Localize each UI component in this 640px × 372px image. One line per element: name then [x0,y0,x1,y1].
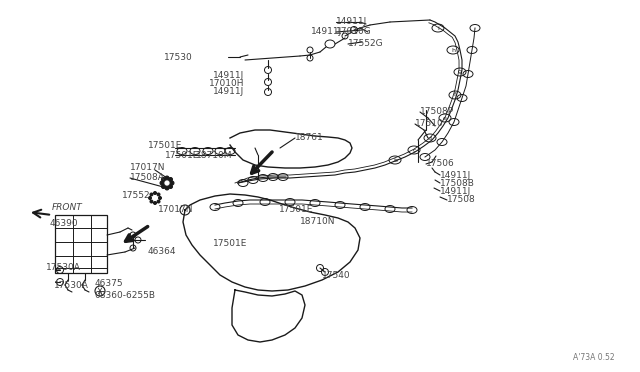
Text: 14911J: 14911J [311,28,342,36]
Circle shape [150,193,153,196]
Text: e: e [443,115,447,121]
Circle shape [168,185,173,189]
Text: 14911J: 14911J [212,87,244,96]
Circle shape [165,176,169,180]
Text: 17510: 17510 [415,119,444,128]
Text: 17508P: 17508P [420,108,454,116]
Circle shape [157,193,160,196]
Circle shape [170,181,174,185]
Text: 17017N: 17017N [158,205,193,215]
Circle shape [154,202,157,205]
Text: b: b [393,157,397,163]
Circle shape [161,177,166,182]
Text: 17552G: 17552G [348,39,383,48]
Text: 17508: 17508 [447,196,476,205]
Circle shape [161,185,166,189]
Text: 18710N: 18710N [300,217,335,225]
Circle shape [154,192,157,195]
Circle shape [168,177,173,182]
Text: 46390: 46390 [50,218,79,228]
Text: 08360-6255B: 08360-6255B [94,291,155,299]
Text: 17552: 17552 [122,192,150,201]
Circle shape [148,196,152,199]
Text: 14911J: 14911J [212,71,244,80]
Text: 17010G: 17010G [336,28,372,36]
Text: 14911J: 14911J [440,186,471,196]
Text: 17506: 17506 [426,160,455,169]
Text: d: d [428,135,432,141]
Text: 17508A: 17508A [130,173,165,183]
Circle shape [150,200,153,203]
Text: f: f [454,93,456,97]
Circle shape [165,186,169,190]
Text: FRONT: FRONT [52,203,83,212]
Text: c: c [412,148,416,153]
Text: 14911J: 14911J [336,17,367,26]
Text: 18710M: 18710M [196,151,232,160]
Text: 17530A: 17530A [54,280,89,289]
Text: h: h [451,48,455,52]
Text: 17540: 17540 [322,270,351,279]
Text: 17501E: 17501E [165,151,200,160]
Circle shape [159,196,161,199]
Text: 17501E: 17501E [213,238,248,247]
Text: 17530A: 17530A [46,263,81,273]
Text: 17010H: 17010H [209,78,244,87]
Text: 46375: 46375 [95,279,124,288]
Text: A'73A 0.52: A'73A 0.52 [573,353,615,362]
Text: 46364: 46364 [148,247,177,256]
Text: g: g [458,70,462,74]
Text: 17017N: 17017N [130,164,166,173]
Text: i: i [437,26,439,31]
Text: 17501E: 17501E [148,141,182,150]
Text: 17508B: 17508B [440,179,475,187]
Text: 17501E: 17501E [279,205,314,215]
Text: 17530: 17530 [164,52,193,61]
Text: 18761: 18761 [295,134,324,142]
Circle shape [160,181,164,185]
Circle shape [157,200,160,203]
Text: 14911J: 14911J [440,170,471,180]
